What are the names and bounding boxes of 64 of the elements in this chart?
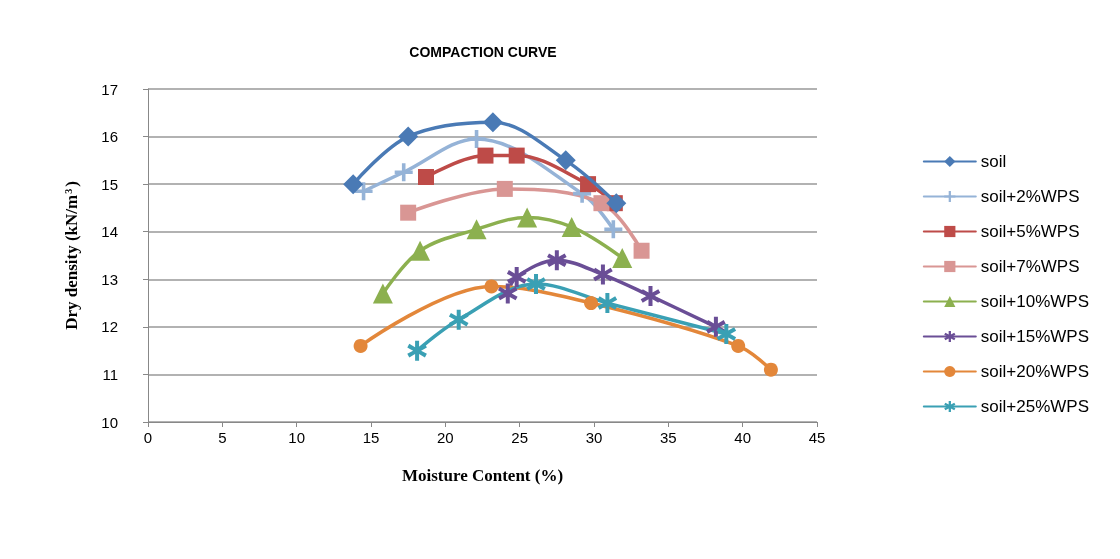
x-tick-label: 45	[808, 429, 826, 446]
point	[555, 150, 576, 171]
point	[561, 216, 582, 237]
point	[343, 174, 364, 195]
point	[466, 219, 487, 240]
point	[517, 207, 538, 228]
point	[547, 250, 567, 271]
point	[593, 264, 613, 285]
legend-label: soil+7%WPS	[980, 257, 1080, 276]
y-tick-label: 13	[101, 270, 118, 288]
point	[640, 285, 661, 306]
x-axis-title: Moisture Content (%)	[401, 466, 564, 485]
x-tick-label: 10	[288, 429, 306, 446]
point	[716, 323, 737, 344]
x-tick-label: 30	[585, 429, 603, 446]
x-tick-label: 15	[362, 429, 380, 446]
point	[407, 340, 427, 361]
x-tick-label: 0	[143, 429, 153, 446]
point	[526, 274, 546, 295]
point	[496, 180, 513, 197]
point	[508, 147, 525, 164]
y-tick-label: 14	[101, 223, 118, 241]
legend-label: soil+10%WPS	[980, 292, 1089, 311]
point	[354, 182, 373, 201]
x-tick-label: 35	[659, 429, 677, 446]
x-tick-label: 25	[511, 429, 529, 446]
chart-title: COMPACTION CURVE	[409, 44, 557, 60]
legend-label: soil+5%WPS	[980, 222, 1080, 241]
y-tick-label: 12	[101, 318, 118, 336]
point	[482, 112, 503, 133]
point	[477, 147, 494, 164]
legend-label: soil+2%WPS	[980, 187, 1080, 206]
y-tick-label: 10	[101, 413, 118, 431]
point	[484, 279, 499, 294]
point	[731, 338, 746, 353]
point	[593, 195, 610, 212]
point	[398, 126, 419, 147]
point	[467, 129, 486, 148]
point	[763, 362, 778, 377]
point	[612, 247, 633, 268]
y-tick-label: 11	[102, 365, 118, 383]
legend-label: soil+15%WPS	[980, 327, 1089, 346]
y-tick-label: 17	[101, 80, 118, 98]
point	[400, 204, 417, 221]
y-tick-label: 16	[101, 128, 118, 146]
point	[353, 338, 368, 353]
legend-label: soil+25%WPS	[980, 397, 1089, 416]
legend-label: soil+20%WPS	[980, 362, 1089, 381]
point	[418, 169, 435, 186]
x-tick-label: 20	[436, 429, 454, 446]
point	[448, 309, 469, 330]
y-tick-label: 15	[101, 175, 118, 193]
y-axis-title: Dry density (kN/m3)	[62, 181, 81, 330]
point	[410, 240, 431, 261]
x-tick-label: 40	[734, 429, 752, 446]
point	[584, 296, 599, 311]
point	[506, 266, 527, 287]
point	[633, 242, 650, 259]
point	[497, 283, 518, 304]
point	[597, 293, 618, 314]
legend-label: soil	[980, 152, 1007, 171]
point	[372, 283, 393, 304]
x-tick-label: 5	[218, 429, 227, 446]
point	[394, 163, 413, 182]
